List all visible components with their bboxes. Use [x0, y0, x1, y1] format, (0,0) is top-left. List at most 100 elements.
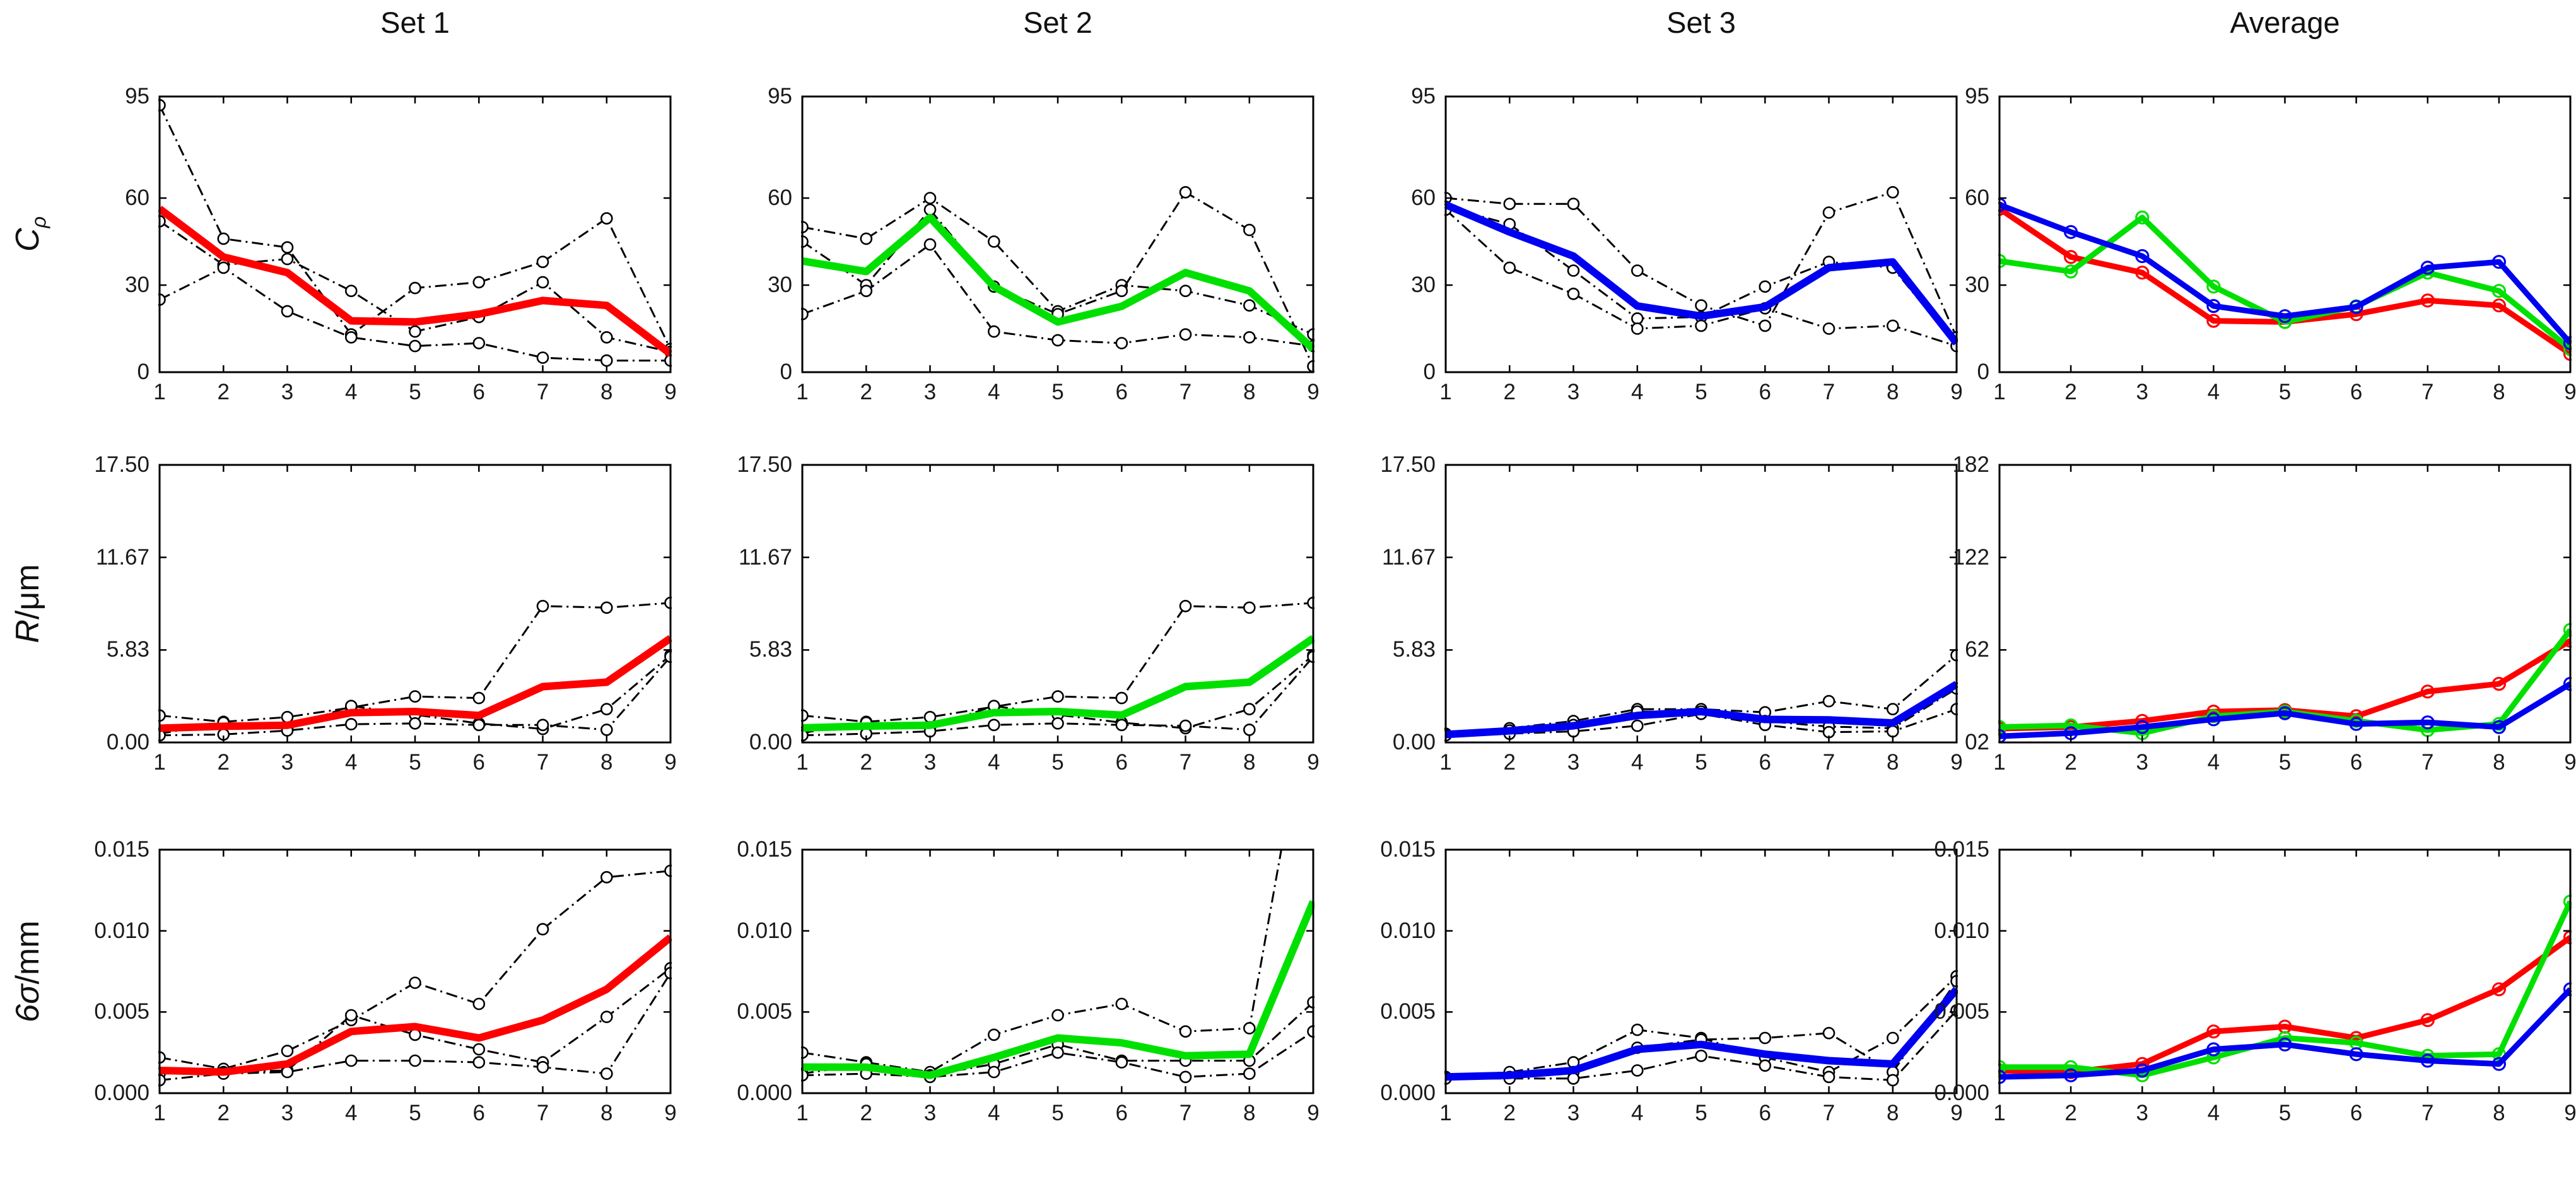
xtick-label-cp-set1: 8 [600, 380, 613, 404]
series-run-3-marker [344, 718, 358, 730]
series-run-3-marker [600, 354, 613, 367]
series-run-3-line [159, 656, 672, 737]
series-set2-mean-marker [2135, 210, 2150, 225]
subplot-sigma-set3 [1444, 848, 1958, 1094]
xtick-label-cp-set3: 3 [1567, 380, 1580, 404]
series-set1-mean-marker [2420, 1013, 2435, 1028]
xtick-label-sigma-set3: 9 [1950, 1101, 1963, 1125]
xtick-label-cp-set3: 5 [1695, 380, 1707, 404]
series-run-1-marker [1115, 691, 1128, 705]
series-run-3-line [1446, 1009, 1958, 1081]
xtick-label-cp-set3: 2 [1503, 380, 1516, 404]
xtick-label-sigma-set3: 3 [1567, 1101, 1580, 1125]
series-set1-mean-marker [2206, 314, 2221, 328]
series-run-3-line [802, 656, 1314, 737]
series-run-1-marker [1822, 206, 1835, 219]
series-run-1-marker [1630, 264, 1644, 277]
xtick-label-sigma-average: 8 [2493, 1101, 2505, 1125]
series-set3-mean-marker [2349, 1047, 2363, 1062]
ytick-label-cp-set2: 95 [768, 84, 792, 108]
series-run-2-marker [923, 203, 937, 216]
xtick-label-sigma-average: 9 [2564, 1101, 2576, 1125]
series-set3-mean-marker [2135, 720, 2150, 734]
xtick-label-r-set3: 8 [1887, 750, 1899, 775]
series-set1-mean-marker [2491, 677, 2507, 691]
xtick-label-r-average: 9 [2564, 750, 2576, 775]
series-run-3-marker [1243, 1067, 1256, 1080]
ytick-label-sigma-average: 0.010 [1934, 918, 1989, 943]
series-run-3-marker [1630, 322, 1644, 335]
ytick-label-r-set3: 11.67 [1382, 544, 1436, 570]
row-label-suffix: /μm [9, 564, 46, 620]
axis-box [158, 95, 672, 373]
series-run-1-marker [1822, 695, 1835, 708]
series-run-2-marker [536, 276, 549, 289]
series-set3-mean-marker [2278, 706, 2292, 720]
series-run-3-marker [1695, 319, 1707, 332]
series-run-1-marker [1179, 600, 1192, 613]
axis-box [801, 848, 1314, 1094]
series-mean-line [802, 213, 1314, 352]
xtick-label-sigma-set2: 6 [1115, 1101, 1128, 1125]
ytick-label-sigma-set3: 0.015 [1380, 837, 1436, 862]
xtick-label-r-set3: 4 [1631, 750, 1644, 775]
series-set3-mean-marker [2420, 261, 2435, 275]
xtick-label-r-set1: 3 [281, 750, 294, 775]
series-run-1-marker [600, 870, 613, 884]
series-run-3-marker [1243, 331, 1256, 344]
series-run-3-marker [472, 718, 486, 732]
subplot-sigma-set2 [801, 848, 1314, 1094]
series-run-3-marker [344, 1054, 358, 1067]
row-label-subscript: ρ [27, 216, 50, 228]
series-run-3-marker [409, 339, 421, 353]
xtick-label-r-average: 8 [2493, 750, 2505, 775]
xtick-label-sigma-set1: 9 [664, 1101, 677, 1125]
xtick-label-cp-set3: 9 [1950, 380, 1963, 404]
series-run-2-marker [344, 1009, 358, 1022]
xtick-label-cp-set3: 7 [1822, 380, 1835, 404]
xtick-label-r-set1: 6 [472, 750, 485, 775]
series-run-3-marker [1179, 719, 1192, 732]
xtick-label-cp-set2: 1 [796, 380, 809, 404]
series-run-3-marker [1630, 719, 1644, 732]
ytick-label-r-set2: 17.50 [737, 452, 792, 477]
series-set3-mean-marker [2491, 720, 2507, 734]
xtick-label-cp-average: 5 [2278, 380, 2292, 404]
ytick-label-cp-average: 60 [1965, 185, 1989, 210]
series-run-3-marker [536, 718, 549, 732]
series-run-2-marker [1759, 280, 1772, 293]
series-set2-mean-marker [2491, 284, 2507, 298]
series-run-3-marker [1051, 1046, 1064, 1059]
axis-box [158, 848, 672, 1094]
ytick-label-r-set3: 17.50 [1380, 452, 1436, 477]
series-mean-line [158, 206, 672, 357]
xtick-label-r-average: 4 [2207, 750, 2220, 775]
series-run-3-marker [987, 1065, 1000, 1079]
xtick-label-sigma-set1: 3 [281, 1101, 294, 1125]
xtick-label-cp-average: 3 [2136, 380, 2148, 404]
series-set3-mean-marker [2349, 717, 2363, 731]
series-set3-mean-marker [2420, 1053, 2435, 1068]
series-set3-mean-line [1999, 681, 2572, 739]
axis-box [1998, 464, 2572, 744]
series-run-3-marker [1759, 1059, 1772, 1072]
series-set1-mean-marker [2420, 684, 2435, 699]
ytick-label-cp-set1: 60 [125, 185, 149, 210]
xtick-label-r-average: 5 [2278, 750, 2292, 775]
series-run-3-marker [409, 717, 421, 730]
tick-marks [801, 95, 1314, 373]
series-set3-mean-marker [2135, 1063, 2150, 1078]
plot-area [1998, 894, 2572, 1084]
axis-box [801, 464, 1314, 744]
subplot-r-set1 [158, 464, 672, 744]
series-run-3-marker [281, 1065, 294, 1079]
xtick-label-r-set1: 1 [153, 750, 166, 775]
ytick-label-r-set1: 17.50 [94, 452, 149, 477]
series-run-3-marker [217, 261, 230, 274]
column-title-3: Set 3 [1666, 6, 1736, 39]
series-run-3-line [159, 972, 672, 1081]
series-run-2-marker [600, 331, 613, 344]
ytick-label-r-set2: 11.67 [739, 544, 792, 570]
series-run-3-marker [1243, 724, 1256, 736]
ytick-label-r-average: 122 [1952, 544, 1989, 570]
